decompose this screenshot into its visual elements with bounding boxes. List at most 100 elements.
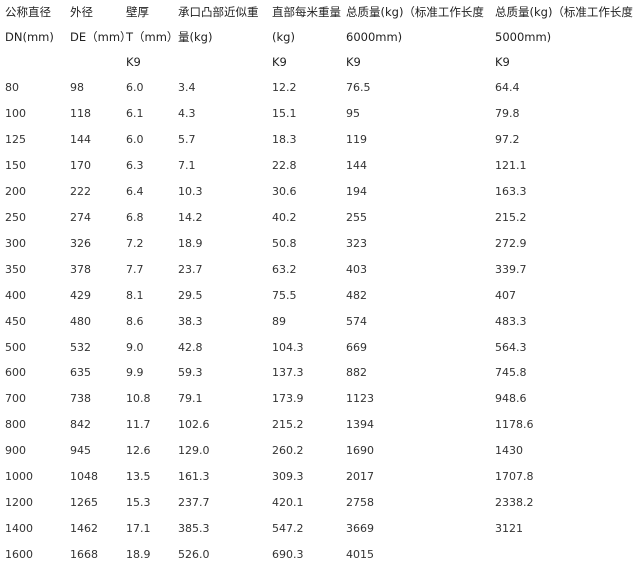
data-cell: 1600 <box>5 548 33 562</box>
data-cell: 10.3 <box>178 184 203 198</box>
data-cell: 1400 <box>5 522 33 536</box>
data-cell: 7.1 <box>178 158 196 172</box>
data-cell: 79.8 <box>495 106 520 120</box>
data-cell: 3.4 <box>178 81 196 94</box>
header-cell: K9 <box>126 55 141 69</box>
data-cell: 15.3 <box>126 496 151 510</box>
data-cell: 260.2 <box>272 444 304 458</box>
data-cell: 29.5 <box>178 288 203 302</box>
data-cell: 6.8 <box>126 210 144 224</box>
data-cell: 170 <box>70 158 91 172</box>
data-cell: 250 <box>5 210 26 224</box>
header-cell: 量(kg) <box>178 30 213 44</box>
data-cell: 309.3 <box>272 470 304 484</box>
data-cell: 2017 <box>346 470 374 484</box>
data-cell: 59.3 <box>178 366 203 380</box>
header-cell: 总质量(kg)（标准工作长度 <box>346 5 484 19</box>
data-cell: 18.9 <box>178 236 203 250</box>
data-cell: 119 <box>346 132 367 146</box>
data-cell: 9.9 <box>126 366 144 380</box>
data-cell: 323 <box>346 236 367 250</box>
data-cell: 4015 <box>346 548 374 562</box>
data-cell: 63.2 <box>272 262 297 276</box>
data-cell: 4.3 <box>178 106 196 120</box>
data-cell: 1707.8 <box>495 470 534 484</box>
data-cell: 948.6 <box>495 392 527 406</box>
data-cell: 104.3 <box>272 340 304 354</box>
data-cell: 30.6 <box>272 184 297 198</box>
data-cell: 745.8 <box>495 366 527 380</box>
data-cell: 194 <box>346 184 367 198</box>
data-cell: 18.9 <box>126 548 151 562</box>
data-cell: 161.3 <box>178 470 210 484</box>
data-cell: 274 <box>70 210 91 224</box>
data-cell: 532 <box>70 340 91 354</box>
data-cell: 1394 <box>346 418 374 432</box>
data-cell: 42.8 <box>178 340 203 354</box>
data-cell: 574 <box>346 314 367 328</box>
data-cell: 14.2 <box>178 210 203 224</box>
data-cell: 1123 <box>346 392 374 406</box>
header-cell: K9 <box>346 55 361 69</box>
data-cell: 882 <box>346 366 367 380</box>
data-cell: 1430 <box>495 444 523 458</box>
data-cell: 403 <box>346 262 367 276</box>
data-cell: 339.7 <box>495 262 527 276</box>
data-cell: 144 <box>70 132 91 146</box>
data-cell: 89 <box>272 314 286 328</box>
header-cell: 5000mm) <box>495 30 552 44</box>
data-cell: 1048 <box>70 470 98 484</box>
data-cell: 420.1 <box>272 496 304 510</box>
header-cell: 直部每米重量 <box>272 5 341 19</box>
data-cell: 215.2 <box>272 418 304 432</box>
data-cell: 450 <box>5 314 26 328</box>
data-cell: 1462 <box>70 522 98 536</box>
header-cell: DE（mm） <box>70 30 132 44</box>
header-cell: 总质量(kg)（标准工作长度 <box>495 5 633 19</box>
data-cell: 272.9 <box>495 236 527 250</box>
data-cell: 100 <box>5 106 26 120</box>
data-cell: 1200 <box>5 496 33 510</box>
header-cell: 外径 <box>70 5 93 19</box>
data-cell: 125 <box>5 132 26 146</box>
data-cell: 163.3 <box>495 184 527 198</box>
data-cell: 222 <box>70 184 91 198</box>
data-cell: 600 <box>5 366 26 380</box>
data-cell: 255 <box>346 210 367 224</box>
header-cell: 壁厚 <box>126 5 149 19</box>
data-cell: 2758 <box>346 496 374 510</box>
data-cell: 102.6 <box>178 418 210 432</box>
data-cell: 6.0 <box>126 81 144 94</box>
data-cell: 98 <box>70 81 84 94</box>
data-cell: 64.4 <box>495 81 520 94</box>
data-cell: 2338.2 <box>495 496 534 510</box>
data-cell: 800 <box>5 418 26 432</box>
data-cell: 7.2 <box>126 236 144 250</box>
data-cell: 75.5 <box>272 288 297 302</box>
data-cell: 738 <box>70 392 91 406</box>
data-cell: 79.1 <box>178 392 203 406</box>
header-cell: 6000mm) <box>346 30 403 44</box>
header-cell: K9 <box>495 55 510 69</box>
data-cell: 10.8 <box>126 392 151 406</box>
data-cell: 526.0 <box>178 548 210 562</box>
data-cell: 144 <box>346 158 367 172</box>
header-cell: DN(mm) <box>5 30 54 44</box>
data-cell: 3669 <box>346 522 374 536</box>
data-cell: 200 <box>5 184 26 198</box>
header-cell: T（mm） <box>126 30 179 44</box>
data-cell: 945 <box>70 444 91 458</box>
data-cell: 350 <box>5 262 26 276</box>
data-cell: 97.2 <box>495 132 520 146</box>
header-cell: K9 <box>272 55 287 69</box>
data-cell: 137.3 <box>272 366 304 380</box>
data-cell: 635 <box>70 366 91 380</box>
data-cell: 300 <box>5 236 26 250</box>
data-cell: 8.6 <box>126 314 144 328</box>
data-cell: 8.1 <box>126 288 144 302</box>
data-cell: 6.1 <box>126 106 144 120</box>
data-cell: 173.9 <box>272 392 304 406</box>
data-cell: 700 <box>5 392 26 406</box>
data-cell: 1265 <box>70 496 98 510</box>
